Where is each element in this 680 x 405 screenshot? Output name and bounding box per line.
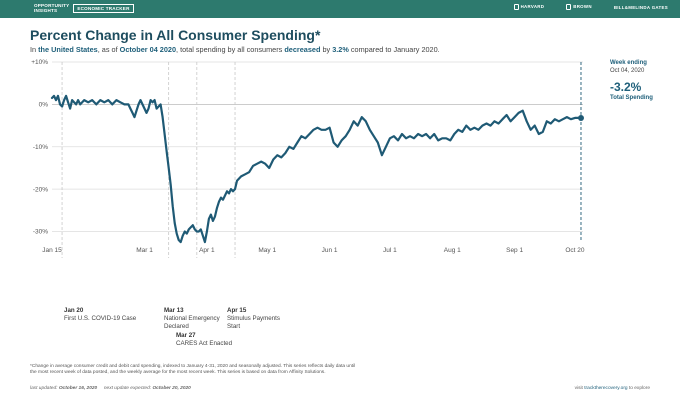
x-tick-label: Sep 1 xyxy=(506,247,523,254)
y-tick-label: +10% xyxy=(31,59,48,66)
latest-value-label: Total Spending xyxy=(610,95,653,101)
event-first-case: Jan 20 First U.S. COVID-19 Case xyxy=(64,307,137,322)
subtitle-value: 3.2% xyxy=(332,45,349,54)
latest-value-box: Week ending Oct 04, 2020 -3.2% Total Spe… xyxy=(610,59,674,101)
week-ending-label: Week ending xyxy=(610,60,647,66)
latest-value: -3.2% xyxy=(610,80,642,94)
partner-logo-brown: BROWN xyxy=(566,4,592,10)
footnote: *Change in average consumer credit and d… xyxy=(30,364,356,376)
next-update-date: October 20, 2020 xyxy=(152,386,191,391)
shield-icon xyxy=(513,4,519,10)
x-tick-label: Jan 15 xyxy=(42,247,62,254)
partner-logo-gates: BILL&MELINDA GATES xyxy=(613,4,668,10)
x-tick-label: Jul 1 xyxy=(383,247,397,254)
top-bar: OPPORTUNITY INSIGHTS ECONOMIC TRACKER HA… xyxy=(0,0,680,18)
site-link[interactable]: tracktherecovery.org xyxy=(584,386,628,391)
brand-logo: OPPORTUNITY INSIGHTS xyxy=(34,3,70,13)
x-tick-label: May 1 xyxy=(258,247,276,254)
partner-logo-harvard: HARVARD xyxy=(513,4,545,10)
page-title: Percent Change in All Consumer Spending* xyxy=(30,27,321,43)
brand[interactable]: OPPORTUNITY INSIGHTS ECONOMIC TRACKER xyxy=(34,3,134,13)
latest-point xyxy=(577,114,584,121)
event-stimulus-payments: Apr 15 Stimulus Payments Start xyxy=(227,307,280,330)
y-tick-label: -30% xyxy=(33,229,48,236)
subtitle-location[interactable]: the United States xyxy=(38,45,98,54)
y-tick-label: -20% xyxy=(33,186,48,193)
y-tick-label: -10% xyxy=(33,144,48,151)
subtitle-date: October 04 2020 xyxy=(119,45,177,54)
spending-line xyxy=(50,94,583,244)
x-tick-label: Apr 1 xyxy=(199,247,215,254)
update-info: last updated: October 16, 2020 next upda… xyxy=(30,386,191,391)
subtitle-direction: decreased xyxy=(284,45,321,54)
shield-icon xyxy=(566,4,572,10)
x-tick-label: Oct 20 xyxy=(565,247,585,254)
last-updated-date: October 16, 2020 xyxy=(58,386,98,391)
brand-tag: ECONOMIC TRACKER xyxy=(73,3,134,13)
y-tick-label: 0% xyxy=(39,102,49,109)
x-tick-label: Jun 1 xyxy=(322,247,338,254)
x-tick-label: Aug 1 xyxy=(444,247,461,254)
x-tick-label: Mar 1 xyxy=(136,247,153,254)
partner-logos: HARVARD BROWN BILL&MELINDA GATES xyxy=(513,4,668,10)
week-ending-date: Oct 04, 2020 xyxy=(610,68,645,74)
page-subtitle: In the United States, as of October 04 2… xyxy=(30,45,440,54)
event-national-emergency: Mar 13 National Emergency Declared xyxy=(164,307,220,330)
visit-link-text: visit tracktherecovery.org to explore xyxy=(574,386,650,391)
event-cares-act: Mar 27 CARES Act Enacted xyxy=(176,332,233,347)
